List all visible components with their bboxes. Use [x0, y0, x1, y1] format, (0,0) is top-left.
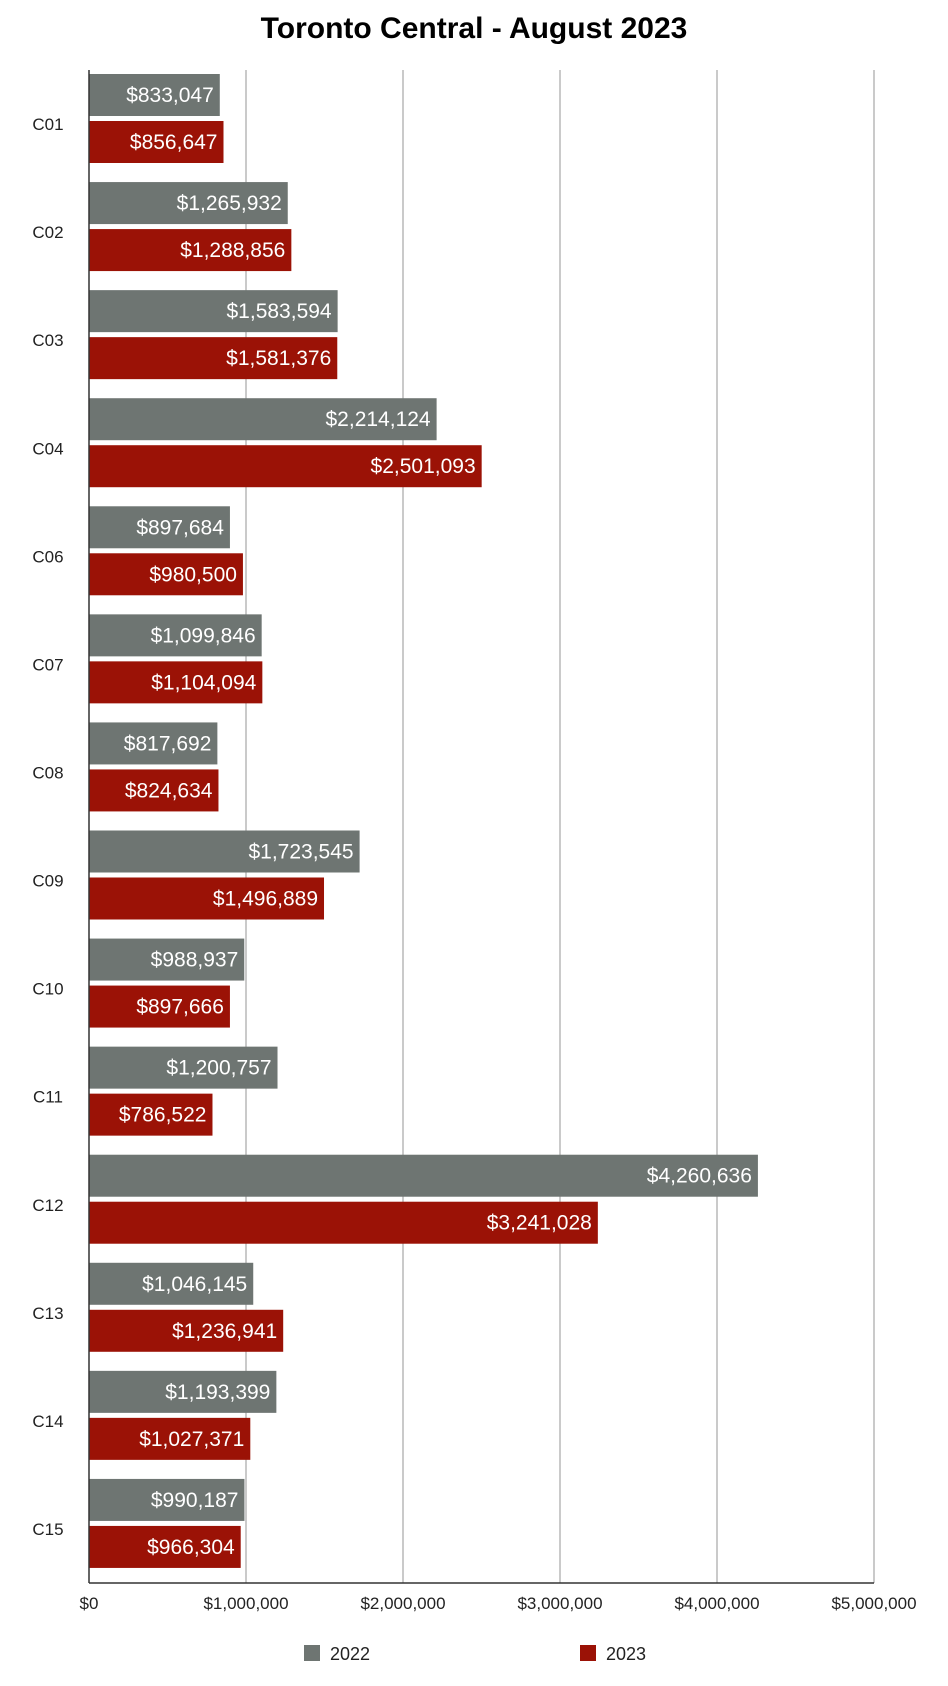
bar-2022-C02: [89, 182, 288, 225]
data-label-2022-C15: $990,187: [151, 1489, 239, 1512]
data-label-2023-C10: $897,666: [136, 996, 224, 1019]
data-label-2022-C09: $1,723,545: [248, 841, 353, 864]
bar-2023-C12: [89, 1201, 598, 1244]
bar-2022-C08: [89, 722, 218, 765]
category-label-C11: C11: [33, 1088, 63, 1107]
data-label-2022-C04: $2,214,124: [326, 408, 431, 431]
data-label-2023-C03: $1,581,376: [226, 347, 331, 370]
bar-2023-C08: [89, 769, 219, 812]
bar-2022-C10: [89, 938, 245, 981]
axes: C01 C02 C03 C04 C06 C07 C08 C09 C10 C11 C12 C13 C14 C…: [32, 70, 917, 1613]
bar-2022-C13: [89, 1262, 254, 1305]
data-label-2022-C03: $1,583,594: [227, 300, 332, 323]
bar-2023-C10: [89, 985, 230, 1028]
x-tick-label-4: $4,000,000: [674, 1594, 759, 1613]
category-label-C15: C15: [32, 1520, 63, 1539]
gridlines: [245, 70, 875, 1583]
category-label-C13: C13: [32, 1304, 63, 1323]
category-label-C09: C09: [32, 872, 63, 891]
data-label-2022-C11: $1,200,757: [166, 1057, 271, 1080]
data-label-2022-C02: $1,265,932: [177, 192, 282, 215]
data-label-2023-C12: $3,241,028: [487, 1212, 592, 1235]
bar-2023-C07: [89, 661, 263, 704]
bar-2022-C14: [89, 1370, 277, 1413]
category-label-C08: C08: [32, 763, 63, 782]
category-label-C07: C07: [32, 655, 63, 674]
data-label-2023-C14: $1,027,371: [139, 1428, 244, 1451]
bar-2022-C07: [89, 614, 262, 657]
x-tick-label-1: $1,000,000: [203, 1594, 288, 1613]
data-label-2023-C01: $856,647: [130, 131, 218, 154]
data-label-2022-C12: $4,260,636: [647, 1165, 752, 1188]
category-label-C06: C06: [32, 547, 63, 566]
data-label-2023-C02: $1,288,856: [180, 239, 285, 262]
category-label-C12: C12: [32, 1196, 63, 1215]
data-label-2022-C07: $1,099,846: [151, 624, 256, 647]
data-label-2023-C15: $966,304: [147, 1536, 235, 1559]
x-tick-label-3: $3,000,000: [517, 1594, 602, 1613]
legend-swatch-2022: [304, 1645, 320, 1661]
data-label-2022-C01: $833,047: [126, 84, 214, 107]
data-label-2023-C04: $2,501,093: [371, 455, 476, 478]
bar-2023-C01: [89, 121, 224, 163]
bar-2023-C11: [89, 1093, 213, 1136]
bar-2023-C14: [89, 1417, 251, 1460]
bar-2022-C06: [89, 506, 230, 549]
category-label-C02: C02: [32, 223, 63, 242]
data-label-2023-C11: $786,522: [119, 1104, 207, 1127]
bar-2023-C02: [89, 229, 292, 272]
bar-2023-C09: [89, 877, 325, 920]
legend: 2022 2023: [304, 1644, 646, 1664]
data-label-2022-C14: $1,193,399: [165, 1381, 270, 1404]
data-label-2023-C07: $1,104,094: [151, 671, 256, 694]
data-label-2022-C06: $897,684: [136, 516, 224, 539]
bar-2023-C15: [89, 1525, 241, 1568]
data-label-2022-C13: $1,046,145: [142, 1273, 247, 1296]
category-label-C03: C03: [32, 331, 63, 350]
bar-2023-C04: [89, 445, 482, 488]
category-label-C14: C14: [32, 1412, 63, 1431]
bars: $833,047 $856,647 $1,265,932 $1,288,856 $1,5…: [89, 74, 758, 1568]
bar-2022-C01: [89, 74, 220, 116]
legend-label-2023: 2023: [606, 1644, 646, 1664]
bar-2022-C09: [89, 830, 360, 873]
bar-2022-C04: [89, 398, 437, 441]
bar-2022-C15: [89, 1478, 245, 1521]
bar-2022-C12: [89, 1154, 758, 1197]
bar-2023-C13: [89, 1309, 284, 1352]
data-label-2023-C06: $980,500: [149, 563, 237, 586]
bar-2022-C03: [89, 290, 338, 333]
category-label-C01: C01: [32, 115, 63, 134]
data-label-2022-C10: $988,937: [151, 949, 239, 972]
data-label-2023-C08: $824,634: [125, 779, 213, 802]
x-tick-label-2: $2,000,000: [360, 1594, 445, 1613]
x-tick-label-0: $0: [80, 1594, 99, 1613]
bar-2023-C06: [89, 553, 243, 596]
category-label-C04: C04: [32, 439, 63, 458]
x-tick-label-5: $5,000,000: [831, 1594, 916, 1613]
bar-2023-C03: [89, 337, 338, 380]
bar-2022-C11: [89, 1046, 278, 1089]
legend-swatch-2023: [580, 1645, 596, 1661]
chart-title: Toronto Central - August 2023: [261, 12, 688, 45]
data-label-2022-C08: $817,692: [124, 732, 212, 755]
category-label-C10: C10: [32, 980, 63, 999]
legend-label-2022: 2022: [330, 1644, 370, 1664]
data-label-2023-C13: $1,236,941: [172, 1320, 277, 1343]
data-label-2023-C09: $1,496,889: [213, 888, 318, 911]
